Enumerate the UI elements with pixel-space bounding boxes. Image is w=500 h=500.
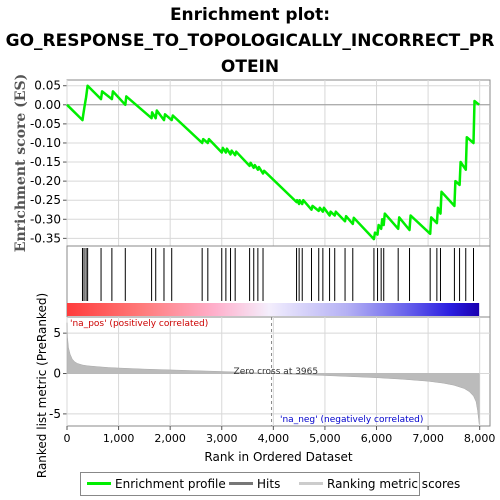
enrichment-profile-swatch [87,482,111,485]
hits-panel [66,245,491,318]
zero-cross-label: Zero cross at 3965 [234,367,319,377]
enrichment-score-panel: 0.05 0.00 -0.05 -0.10 -0.15 -0.20 -0.25 -0.30 -0… [13,74,491,252]
es-y-tick-label: -0.20 [30,174,61,188]
es-y-axis-label: Enrichment score (ES) [13,74,29,252]
title-line-2: GO_RESPONSE_TO_TOPOLOGICALLY_INCORRECT_P… [5,31,495,51]
enrichment-profile-line [66,84,480,241]
rank-x-tick-label: 6,000 [361,432,393,445]
rank-x-tick-label: 3,000 [206,432,238,445]
rank-x-tick-label: 1,000 [103,432,135,445]
legend-enrichment-label: Enrichment profile [115,477,226,491]
rank-x-tick-label: 5,000 [309,432,341,445]
ranking-metric-area [66,322,480,425]
rank-x-tick-label: 2,000 [154,432,186,445]
negative-label: 'na_neg' (negatively correlated) [280,415,423,425]
es-y-tick-label: -0.15 [30,155,61,169]
rank-y-tick-label: 0 [53,367,61,381]
ranking-swatch [299,482,323,485]
positive-label: 'na_pos' (positively correlated) [70,319,208,329]
es-y-tick-label: -0.30 [30,212,61,226]
hits-swatch [229,482,253,485]
rank-x-tick-label: 4,000 [258,432,290,445]
es-y-tick-label: 0.05 [34,79,61,93]
es-y-tick-label: -0.25 [30,193,61,207]
rank-x-tick-label: 8,000 [464,432,496,445]
legend-hits-label: Hits [257,477,281,491]
chart-title: Enrichment plot: GO_RESPONSE_TO_TOPOLOGI… [0,2,500,80]
title-line-1: Enrichment plot: [169,5,331,25]
rank-y-tick-label: -5 [49,407,61,421]
x-axis-label: Rank in Ordered Dataset [204,450,352,464]
es-y-tick-label: -0.10 [30,136,61,150]
rank-color-bar [67,303,480,316]
es-y-tick-label: -0.05 [30,117,61,131]
rank-x-tick-label: 0 [64,432,71,445]
es-y-tick-label: -0.35 [30,231,61,245]
title-line-3: OTEIN [220,57,280,77]
legend: Enrichment profile Hits Ranking metric s… [80,472,460,496]
rank-x-tick-label: 7,000 [412,432,444,445]
es-y-tick-label: 0.00 [34,98,61,112]
rank-y-axis-label: Ranked list metric (PreRanked) [35,293,49,478]
rank-y-tick-label: 5 [53,326,61,340]
legend-ranking-label: Ranking metric scores [327,477,461,491]
